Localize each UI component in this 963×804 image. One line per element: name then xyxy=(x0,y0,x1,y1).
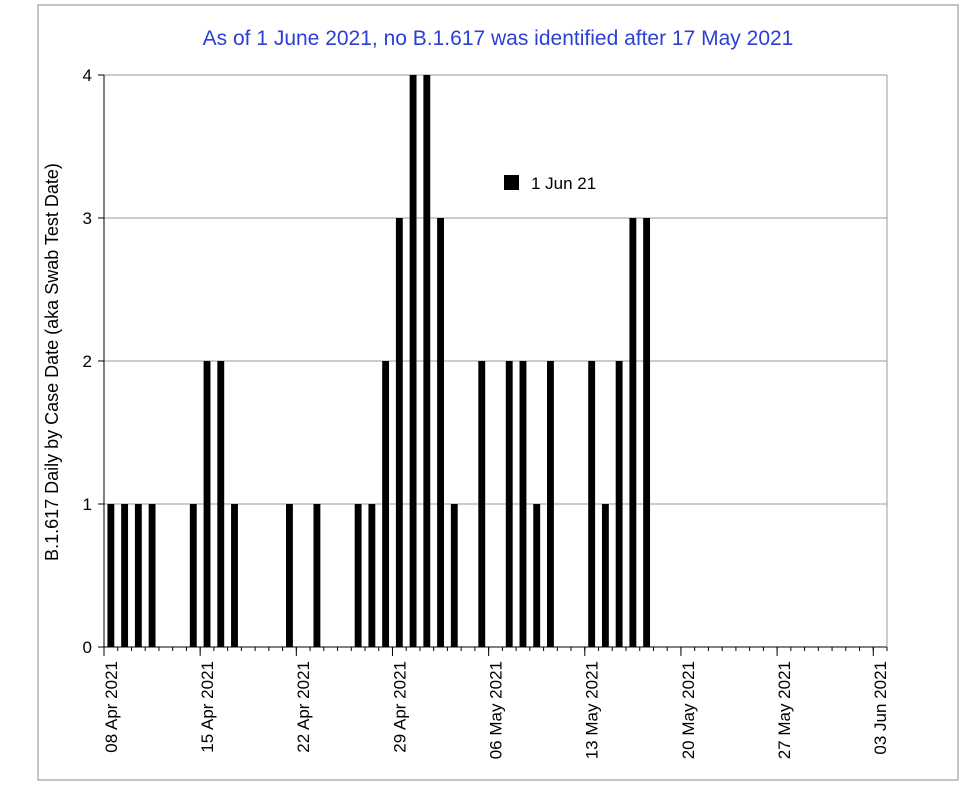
y-tick-label: 0 xyxy=(83,638,92,657)
y-tick-label: 4 xyxy=(83,66,92,85)
y-tick-label: 2 xyxy=(83,352,92,371)
bar xyxy=(189,504,197,647)
bar xyxy=(217,361,225,647)
bar xyxy=(203,361,211,647)
x-tick-label: 20 May 2021 xyxy=(679,661,698,759)
x-tick-label: 29 Apr 2021 xyxy=(390,661,409,753)
x-tick-label: 27 May 2021 xyxy=(775,661,794,759)
bar xyxy=(533,504,541,647)
x-tick-label: 15 Apr 2021 xyxy=(198,661,217,753)
bar xyxy=(409,75,417,647)
bar xyxy=(601,504,609,647)
axes xyxy=(103,75,888,648)
x-axis-ticks: 08 Apr 2021 15 Apr 2021 22 Apr 2021 29 Apr … xyxy=(102,647,890,759)
bar xyxy=(368,504,376,647)
bar xyxy=(395,218,403,647)
bar xyxy=(134,504,142,647)
y-axis-title: B.1.617 Daily by Case Date (aka Swab Tes… xyxy=(42,163,62,561)
x-tick-label: 06 May 2021 xyxy=(487,661,506,759)
legend-swatch xyxy=(504,175,519,190)
bar xyxy=(643,218,651,647)
bar-series xyxy=(107,75,651,647)
bar xyxy=(588,361,596,647)
bar xyxy=(231,504,238,647)
bar xyxy=(286,504,293,647)
bar xyxy=(107,504,115,647)
bar xyxy=(423,75,431,647)
y-axis-ticks: 0 1 2 3 4 xyxy=(83,66,104,657)
legend: 1 Jun 21 xyxy=(504,174,596,193)
bar xyxy=(313,504,321,647)
y-tick-label: 1 xyxy=(83,495,92,514)
bar xyxy=(629,218,637,647)
y-tick-label: 3 xyxy=(83,209,92,228)
x-tick-label: 08 Apr 2021 xyxy=(102,661,121,753)
bar xyxy=(382,361,390,647)
bar xyxy=(615,361,623,647)
bar xyxy=(437,218,444,647)
bar xyxy=(547,361,554,647)
bar xyxy=(354,504,362,647)
bar xyxy=(478,361,486,647)
x-tick-label: 13 May 2021 xyxy=(583,661,602,759)
chart-title: As of 1 June 2021, no B.1.617 was identi… xyxy=(203,27,794,50)
legend-label: 1 Jun 21 xyxy=(531,174,596,193)
bar xyxy=(519,361,527,647)
bar xyxy=(505,361,513,647)
bar xyxy=(450,504,458,647)
bar xyxy=(148,504,156,647)
x-tick-label: 03 Jun 2021 xyxy=(871,661,890,755)
x-tick-label: 22 Apr 2021 xyxy=(294,661,313,753)
bar xyxy=(121,504,129,647)
